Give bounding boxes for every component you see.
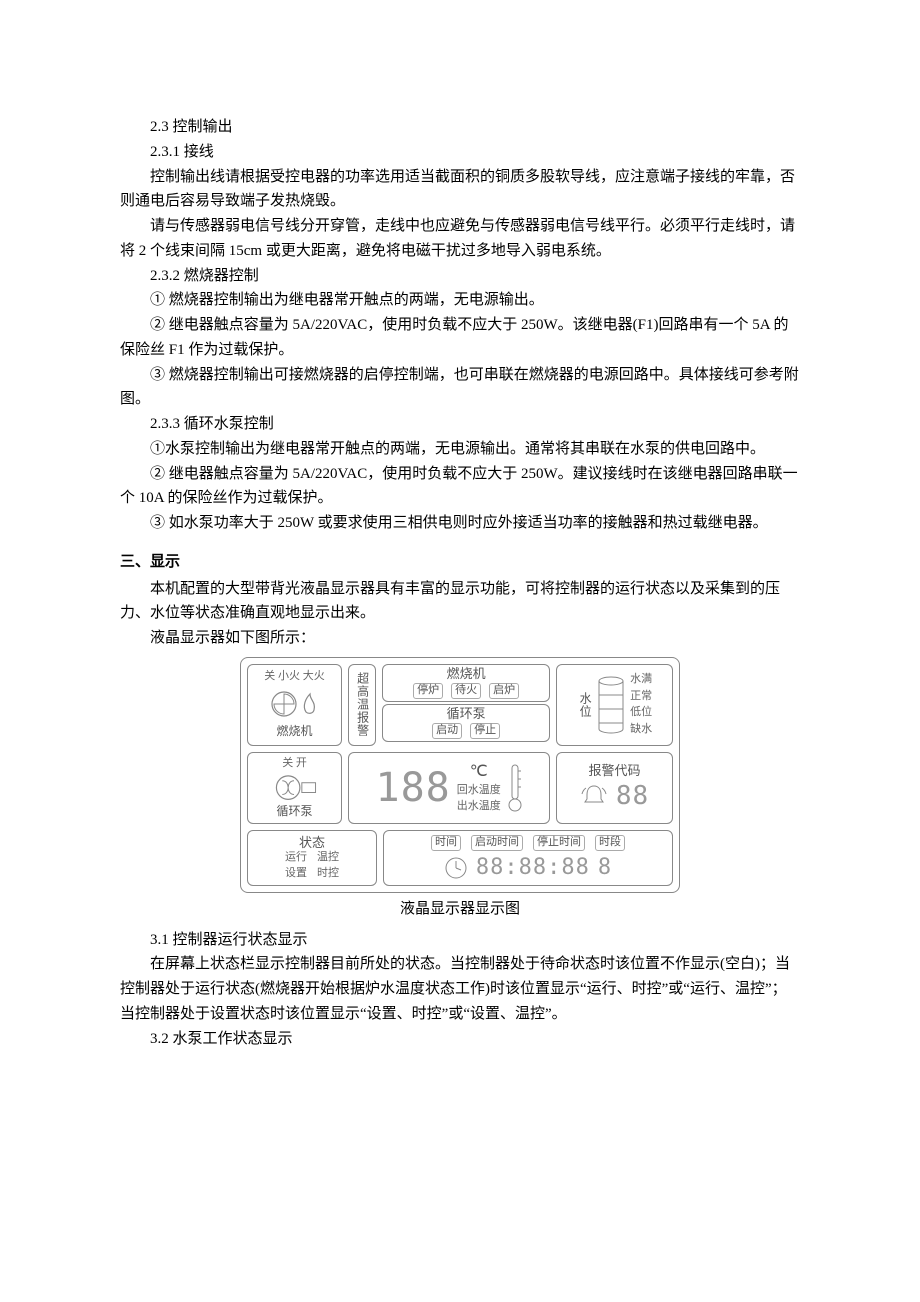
- burner-label: 燃烧机: [277, 724, 313, 739]
- temp-line1: 回水温度: [457, 784, 501, 798]
- tank-icon: [596, 675, 626, 735]
- water-level-label: 水位: [577, 692, 592, 718]
- burner-btn-start: 启炉: [489, 683, 519, 699]
- lcd-diagram-caption: 液晶显示器显示图: [120, 897, 800, 922]
- time-seg-main: 88:88:88: [476, 854, 590, 882]
- over-temp-alarm-text: 超高温报警: [355, 672, 370, 737]
- status-time: 时控: [317, 867, 339, 881]
- sec-3-2-title: 3.2 水泵工作状态显示: [120, 1027, 800, 1052]
- sec-3-p1: 本机配置的大型带背光液晶显示器具有丰富的显示功能，可将控制器的运行状态以及采集到…: [120, 577, 800, 627]
- wl-full: 水满: [630, 673, 652, 687]
- sec-2-3-title: 2.3 控制输出: [120, 115, 800, 140]
- temp-line2: 出水温度: [457, 800, 501, 814]
- bell-icon: [580, 782, 608, 810]
- sec-2-3-2-p2: ② 继电器触点容量为 5A/220VAC，使用时负载不应大于 250W。该继电器…: [120, 313, 800, 363]
- time-lbl-2: 停止时间: [533, 835, 585, 851]
- pump-btn-start: 启动: [432, 723, 462, 739]
- alarm-code-seg: 88: [616, 780, 649, 813]
- burner-top-labels: 关 小火 大火: [264, 670, 325, 684]
- pump-top-labels: 关 开: [282, 757, 307, 771]
- fan-flame-icon: [268, 684, 322, 724]
- sec-2-3-2-p3: ③ 燃烧器控制输出可接燃烧器的启停控制端，也可串联在燃烧器的电源回路中。具体接线…: [120, 363, 800, 413]
- status-set: 设置: [285, 867, 307, 881]
- time-lbl-3: 时段: [595, 835, 625, 851]
- pump-status-box: 循环泵 启动 停止: [382, 704, 550, 742]
- sec-3-1-p1: 在屏幕上状态栏显示控制器目前所处的状态。当控制器处于待命状态时该位置不作显示(空…: [120, 952, 800, 1026]
- over-temp-alarm: 超高温报警: [348, 664, 376, 746]
- temp-box: 188 ℃ 回水温度 出水温度: [348, 752, 550, 824]
- pump-icon: [270, 771, 320, 804]
- thermometer-icon: [507, 763, 523, 813]
- status-temp: 温控: [317, 851, 339, 865]
- sec-3-1-title: 3.1 控制器运行状态显示: [120, 928, 800, 953]
- time-lbl-0: 时间: [431, 835, 461, 851]
- sec-2-3-1-p2: 请与传感器弱电信号线分开穿管，走线中也应避免与传感器弱电信号线平行。必须平行走线…: [120, 214, 800, 264]
- sec-2-3-3-p2: ② 继电器触点容量为 5A/220VAC，使用时负载不应大于 250W。建议接线…: [120, 462, 800, 512]
- status-box: 状态 运行 设置 温控 时控: [247, 830, 377, 886]
- wl-low: 低位: [630, 706, 652, 720]
- temp-unit: ℃: [470, 762, 488, 782]
- alarm-code-box: 报警代码 88: [556, 752, 673, 824]
- temp-seg: 188: [375, 763, 450, 813]
- wl-empty: 缺水: [630, 723, 652, 737]
- water-level-box: 水位 水满 正常 低位 缺水: [556, 664, 673, 746]
- time-seg-side: 8: [598, 854, 612, 882]
- sec-2-3-3-p1: ①水泵控制输出为继电器常开触点的两端，无电源输出。通常将其串联在水泵的供电回路中…: [120, 437, 800, 462]
- sec-2-3-3-title: 2.3.3 循环水泵控制: [120, 412, 800, 437]
- status-label: 状态: [299, 835, 325, 851]
- clock-icon: [444, 856, 468, 880]
- pump-status-title: 循环泵: [447, 706, 486, 722]
- pump-block: 关 开 循环泵: [247, 752, 342, 824]
- sec-3-p2: 液晶显示器如下图所示：: [120, 626, 800, 651]
- wl-normal: 正常: [630, 690, 652, 704]
- burner-status-title: 燃烧机: [447, 666, 486, 682]
- lcd-diagram: 关 小火 大火 燃烧机 超高温报警 燃烧机 停炉 待火: [240, 657, 680, 893]
- pump-btn-stop: 停止: [470, 723, 500, 739]
- sec-2-3-3-p3: ③ 如水泵功率大于 250W 或要求使用三相供电则时应外接适当功率的接触器和热过…: [120, 511, 800, 536]
- burner-btn-wait: 待火: [451, 683, 481, 699]
- status-run: 运行: [285, 851, 307, 865]
- burner-btn-stop: 停炉: [413, 683, 443, 699]
- sec-2-3-2-title: 2.3.2 燃烧器控制: [120, 264, 800, 289]
- time-lbl-1: 启动时间: [471, 835, 523, 851]
- alarm-code-label: 报警代码: [589, 763, 641, 779]
- time-box: 时间 启动时间 停止时间 时段 88:88:88 8: [383, 830, 673, 886]
- burner-status-box: 燃烧机 停炉 待火 启炉: [382, 664, 550, 702]
- sec-3-heading: 三、显示: [120, 550, 800, 575]
- pump-label: 循环泵: [277, 804, 313, 819]
- sec-2-3-2-p1: ① 燃烧器控制输出为继电器常开触点的两端，无电源输出。: [120, 288, 800, 313]
- sec-2-3-1-p1: 控制输出线请根据受控电器的功率选用适当截面积的铜质多股软导线，应注意端子接线的牢…: [120, 165, 800, 215]
- sec-2-3-1-title: 2.3.1 接线: [120, 140, 800, 165]
- burner-block: 关 小火 大火 燃烧机: [247, 664, 342, 746]
